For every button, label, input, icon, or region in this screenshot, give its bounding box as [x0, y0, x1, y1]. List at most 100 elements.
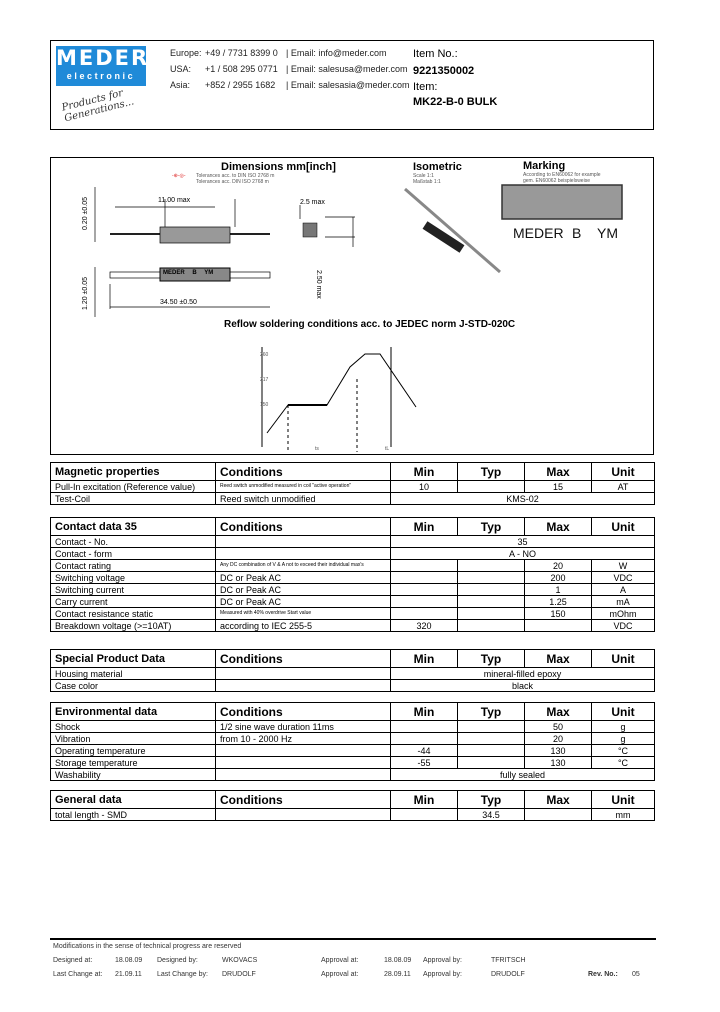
row-unit: AT — [591, 480, 655, 493]
marking-text-a: MEDER — [513, 225, 564, 241]
row-unit: mOhm — [591, 607, 655, 620]
rev-number: 05 — [632, 971, 640, 978]
row-value: KMS-02 — [390, 492, 655, 505]
reflow-label-217: 217 — [260, 377, 269, 383]
row-label: Switching current — [50, 583, 216, 596]
row-typ — [457, 595, 525, 608]
table-title: Environmental data — [50, 702, 216, 721]
header-max: Max — [524, 790, 592, 809]
spec-table: Special Product Data Conditions Min Typ Max U… — [50, 649, 655, 692]
row-label: Housing material — [50, 667, 216, 680]
logo-subtext: electronic — [66, 71, 136, 81]
row-unit: g — [591, 732, 655, 745]
item-no-label: Item No.: — [413, 48, 458, 60]
header-min: Min — [390, 649, 458, 668]
contact-asia-email[interactable]: | Email: salesasia@meder.com — [286, 80, 410, 90]
row-label: Contact - form — [50, 547, 216, 560]
row-value: fully sealed — [390, 768, 655, 781]
tolerance-note-2: Tolerances acc. DIN ISO 2768 m — [196, 179, 269, 185]
header-typ: Typ — [457, 649, 525, 668]
row-value: 35 — [390, 535, 655, 548]
row-conditions: DC or Peak AC — [215, 571, 391, 584]
item-label: Item: — [413, 81, 438, 93]
contact-europe-email[interactable]: | Email: info@meder.com — [286, 48, 387, 58]
contact-europe-region: Europe: — [170, 48, 202, 58]
approval2-at-label: Approval at: — [321, 971, 359, 978]
dimensions-title: Dimensions mm[inch] — [221, 161, 336, 173]
row-conditions — [215, 535, 391, 548]
row-min — [390, 607, 458, 620]
last-change-at-label: Last Change at: — [53, 971, 103, 978]
row-unit: A — [591, 583, 655, 596]
designed-by-label: Designed by: — [157, 957, 198, 964]
table-header-row: Contact data 35 Conditions Min Typ Max Unit — [50, 517, 655, 536]
row-typ — [457, 571, 525, 584]
row-typ — [457, 619, 525, 632]
header-unit: Unit — [591, 702, 655, 721]
table-row: Washability fully sealed — [50, 768, 655, 781]
drawing-box — [50, 157, 654, 455]
row-conditions — [215, 768, 391, 781]
row-unit: g — [591, 720, 655, 733]
header-conditions: Conditions — [215, 649, 391, 668]
table-title: General data — [50, 790, 216, 809]
table-header-row: Special Product Data Conditions Min Typ Max U… — [50, 649, 655, 668]
row-label: Operating temperature — [50, 744, 216, 757]
approval2-by: DRUDOLF — [491, 971, 525, 978]
row-max — [524, 808, 592, 821]
logo-text: MEDER — [56, 46, 150, 70]
meder-logo: MEDER electronic — [56, 46, 150, 86]
last-change-at: 21.09.11 — [115, 971, 142, 978]
table-row: Pull-In excitation (Reference value) Reed… — [50, 480, 655, 493]
row-label: Contact - No. — [50, 535, 216, 548]
header-max: Max — [524, 462, 592, 481]
last-change-by: DRUDOLF — [222, 971, 256, 978]
table-title: Magnetic properties — [50, 462, 216, 481]
header-min: Min — [390, 702, 458, 721]
header-conditions: Conditions — [215, 462, 391, 481]
approval-at-label: Approval at: — [321, 957, 359, 964]
table-row: Housing material mineral-filled epoxy — [50, 667, 655, 680]
row-min: -55 — [390, 756, 458, 769]
row-conditions — [215, 667, 391, 680]
isometric-title: Isometric — [413, 161, 462, 173]
row-unit: W — [591, 559, 655, 572]
header-typ: Typ — [457, 702, 525, 721]
rev-label: Rev. No.: — [588, 971, 618, 978]
contact-usa-email[interactable]: | Email: salesusa@meder.com — [286, 64, 408, 74]
row-value: A - NO — [390, 547, 655, 560]
contact-europe-phone: +49 / 7731 8399 0 — [205, 48, 278, 58]
row-max: 20 — [524, 559, 592, 572]
dim-left-top: 0.20 ±0.05 — [82, 196, 89, 230]
row-label: total length - SMD — [50, 808, 216, 821]
row-value: black — [390, 679, 655, 692]
row-min: 10 — [390, 480, 458, 493]
row-typ — [457, 559, 525, 572]
spec-table: Magnetic properties Conditions Min Typ Max Un… — [50, 462, 655, 505]
header-box — [50, 40, 654, 130]
dim-width: 2.5 max — [300, 199, 325, 206]
row-typ — [457, 720, 525, 733]
table-row: Vibration from 10 - 2000 Hz 20 g — [50, 732, 655, 745]
body-marking: MEDER B YM — [163, 270, 214, 276]
row-conditions — [215, 744, 391, 757]
header-max: Max — [524, 702, 592, 721]
row-max: 20 — [524, 732, 592, 745]
approval-by-label: Approval by: — [423, 957, 462, 964]
header-unit: Unit — [591, 649, 655, 668]
row-min — [390, 583, 458, 596]
header-conditions: Conditions — [215, 790, 391, 809]
row-conditions: from 10 - 2000 Hz — [215, 732, 391, 745]
designed-at: 18.08.09 — [115, 957, 143, 964]
row-min: -44 — [390, 744, 458, 757]
dimension-drawing — [94, 184, 623, 452]
contact-usa-phone: +1 / 508 295 0771 — [205, 64, 278, 74]
row-label: Contact resistance static — [50, 607, 216, 620]
footer-divider — [50, 938, 656, 940]
row-typ — [457, 583, 525, 596]
reflow-label-150: 150 — [260, 402, 269, 408]
row-label: Pull-In excitation (Reference value) — [50, 480, 216, 493]
table-row: Switching current DC or Peak AC 1 A — [50, 583, 655, 596]
reflow-label-ts: ts — [315, 446, 319, 452]
table-header-row: Magnetic properties Conditions Min Typ Max Un… — [50, 462, 655, 481]
